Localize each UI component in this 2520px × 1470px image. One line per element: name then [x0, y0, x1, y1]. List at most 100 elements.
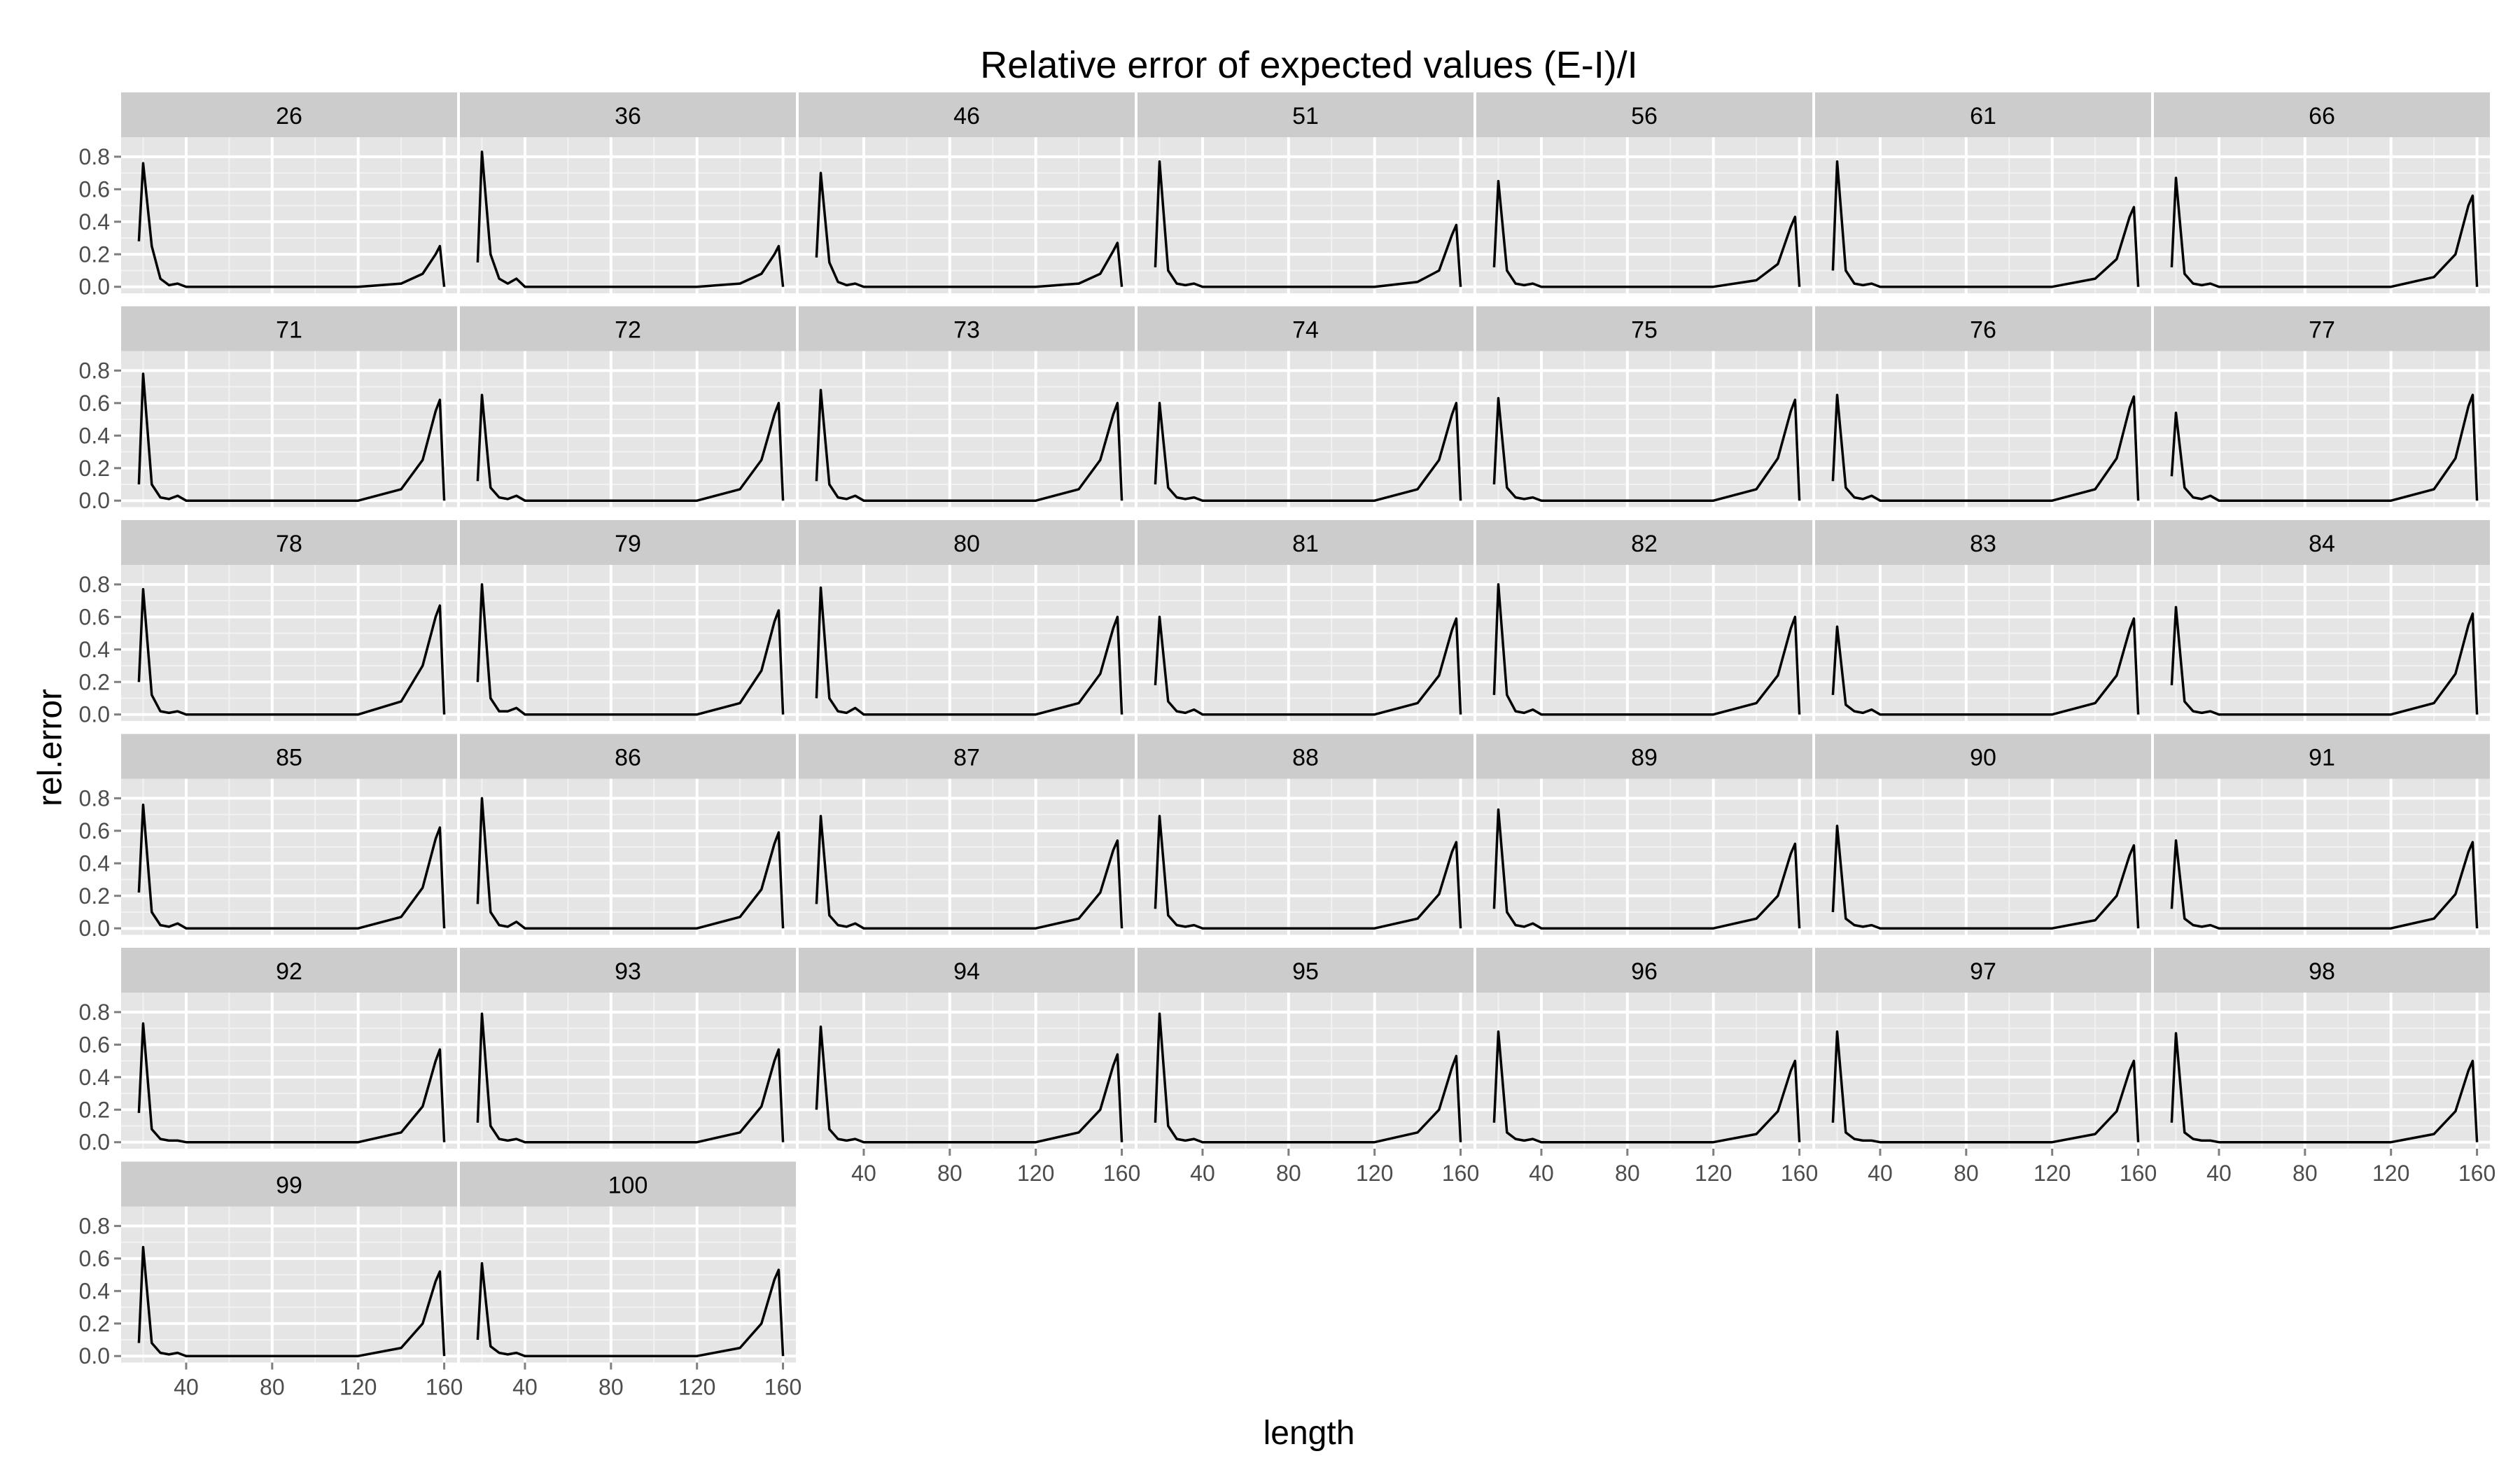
facet-strip	[799, 92, 1135, 137]
y-tick-label: 0.0	[79, 274, 110, 300]
x-tick-label: 160	[764, 1375, 802, 1400]
series-line	[1831, 393, 2140, 502]
facet-strip	[121, 734, 457, 779]
series-line	[1492, 583, 1801, 716]
facet-strip	[1138, 306, 1474, 351]
facet-strip-label: 72	[615, 317, 641, 344]
facet-strip	[2154, 306, 2490, 351]
y-tick-label: 0.6	[79, 818, 110, 844]
x-tick-label: 120	[1356, 1161, 1393, 1186]
x-tick-label: 40	[851, 1161, 876, 1186]
series-line	[2170, 606, 2479, 716]
series-line	[815, 388, 1124, 502]
facet-strip	[121, 1161, 457, 1207]
facet-strip-label: 97	[1970, 958, 1996, 985]
y-tick-label: 0.4	[79, 209, 110, 234]
facet-strip	[1815, 948, 2151, 993]
series-line	[476, 1012, 785, 1144]
series-line	[1154, 1012, 1462, 1144]
facet-strip-label: 87	[953, 745, 980, 771]
series-line	[1492, 1030, 1801, 1144]
x-tick-label: 40	[1529, 1161, 1554, 1186]
facet-strip-label: 76	[1970, 317, 1996, 344]
series-line	[2170, 393, 2479, 502]
series-line	[476, 797, 785, 930]
series-line	[1831, 825, 2140, 930]
series-line	[137, 1245, 446, 1357]
series-line	[137, 803, 446, 930]
y-tick-label: 0.2	[79, 883, 110, 909]
facet-strip-label: 98	[2309, 958, 2335, 985]
series-line	[476, 1262, 785, 1357]
x-axis-label: length	[1263, 1415, 1355, 1452]
facet-strip-label: 79	[615, 531, 641, 557]
series-line	[815, 815, 1124, 930]
x-tick-label: 120	[2372, 1161, 2409, 1186]
facet-strip	[2154, 948, 2490, 993]
facet-strip-label: 46	[953, 103, 980, 130]
y-tick-label: 0.8	[79, 1000, 110, 1025]
y-tick-label: 0.2	[79, 241, 110, 267]
y-axis-label: rel.error	[31, 688, 69, 807]
facet-strip	[1476, 92, 1812, 137]
facet-strip-label: 94	[953, 958, 980, 985]
x-tick-label: 40	[174, 1375, 199, 1400]
facet-strip-label: 51	[1292, 103, 1319, 130]
facet-strip	[1815, 520, 2151, 565]
y-tick-label: 0.6	[79, 391, 110, 416]
facet-strip-label: 90	[1970, 745, 1996, 771]
x-tick-label: 160	[1103, 1161, 1140, 1186]
series-line	[137, 372, 446, 502]
y-tick-label: 0.4	[79, 423, 110, 448]
series-line	[815, 172, 1124, 288]
facet-strip	[799, 734, 1135, 779]
chart-title: Relative error of expected values (E-I)/…	[980, 44, 1638, 86]
facet-strip-label: 96	[1631, 958, 1658, 985]
x-tick-label: 40	[1868, 1161, 1893, 1186]
series-line	[2170, 1032, 2479, 1144]
series-line	[1154, 815, 1462, 930]
facet-strip	[121, 520, 457, 565]
facet-strip-label: 86	[615, 745, 641, 771]
y-tick-label: 0.2	[79, 669, 110, 694]
x-tick-label: 160	[2120, 1161, 2157, 1186]
y-tick-label: 0.8	[79, 144, 110, 169]
facet-strip-label: 66	[2309, 103, 2335, 130]
y-tick-label: 0.4	[79, 1278, 110, 1303]
facet-strip	[1138, 734, 1474, 779]
y-tick-label: 0.0	[79, 1343, 110, 1368]
y-tick-label: 0.6	[79, 176, 110, 202]
facet-strip-label: 99	[276, 1172, 302, 1199]
facet-strip-label: 92	[276, 958, 302, 985]
facet-strip	[460, 92, 796, 137]
y-tick-label: 0.0	[79, 702, 110, 727]
facet-strip-label: 81	[1292, 531, 1319, 557]
facet-strip	[1815, 306, 2151, 351]
y-tick-label: 0.8	[79, 785, 110, 811]
facet-strip	[799, 948, 1135, 993]
facet-strip	[460, 306, 796, 351]
facet-strip-label: 83	[1970, 531, 1996, 557]
x-tick-label: 120	[2033, 1161, 2071, 1186]
y-tick-label: 0.4	[79, 637, 110, 662]
x-tick-label: 80	[1276, 1161, 1301, 1186]
x-tick-label: 80	[260, 1375, 285, 1400]
x-tick-label: 160	[1781, 1161, 1818, 1186]
y-tick-label: 0.6	[79, 604, 110, 629]
series-line	[476, 393, 785, 502]
series-line	[815, 586, 1124, 716]
facet-strip-label: 95	[1292, 958, 1319, 985]
y-tick-label: 0.6	[79, 1032, 110, 1057]
facet-strip	[799, 520, 1135, 565]
series-line	[1492, 808, 1801, 930]
y-tick-label: 0.4	[79, 1065, 110, 1090]
facet-strip-label: 56	[1631, 103, 1658, 130]
facet-strip-label: 85	[276, 745, 302, 771]
facet-strip	[1815, 92, 2151, 137]
series-line	[1492, 397, 1801, 502]
facet-strip	[2154, 734, 2490, 779]
facet-strip	[1476, 306, 1812, 351]
series-line	[2170, 176, 2479, 288]
x-tick-label: 40	[2206, 1161, 2232, 1186]
facet-strip-label: 78	[276, 531, 302, 557]
